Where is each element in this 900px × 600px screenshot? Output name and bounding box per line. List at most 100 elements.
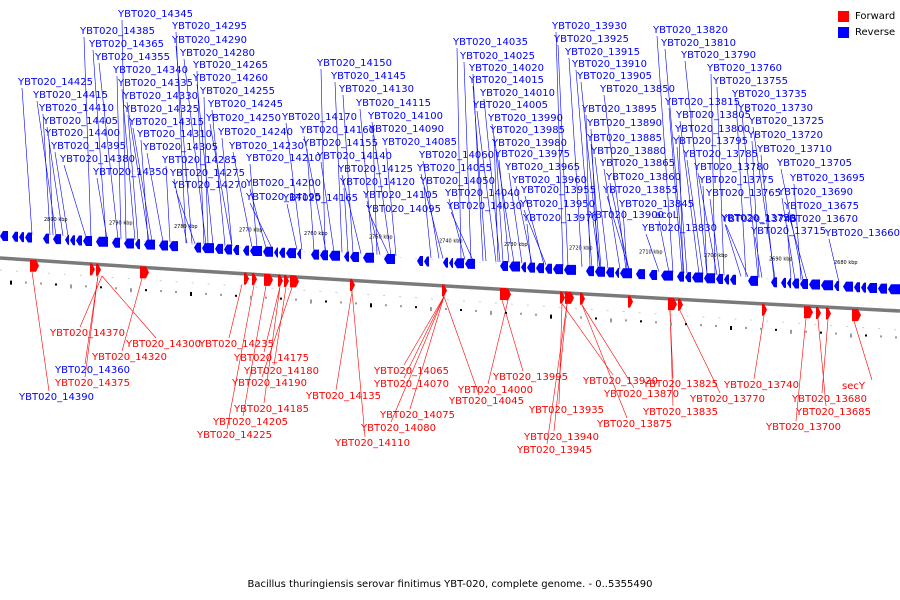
reverse-gene-arrow [649,269,657,280]
forward-gene-label: YBT020_13740 [723,380,799,391]
reverse-gene-arrow [867,283,877,294]
forward-gene-label: YBT020_14300 [125,339,201,350]
reverse-gene-arrow [677,271,684,282]
reverse-gene-label: YBT020_13795 [672,136,748,147]
feature-mark [205,292,207,295]
forward-leader-line [351,290,366,438]
reverse-gene-arrow [861,282,866,293]
reverse-leader-line [679,120,700,274]
forward-leader-line [795,318,807,422]
reverse-gene-label: YBT020_14015 [468,75,544,86]
reverse-leader-line [568,57,583,267]
reverse-leader-line [21,87,33,234]
reverse-leader-line [196,83,214,245]
reverse-leader-line [735,99,747,277]
reverse-leader-line [96,177,108,239]
reverse-leader-line [175,190,196,244]
forward-leader-line [390,296,445,423]
reverse-gene-label: YBT020_13860 [605,172,681,183]
reverse-gene-label: YBT020_14425 [17,77,93,88]
feature-mark [280,297,282,300]
reverse-leader-line [285,122,303,251]
reverse-gene-arrow [417,256,423,267]
feature-mark [805,330,807,333]
reverse-gene-arrow [748,275,758,286]
reverse-gene-label: YBT020_13905 [576,71,652,82]
reverse-gene-arrow [821,280,833,291]
reverse-gene-label: YBT020_13830 [641,223,717,234]
reverse-gene-label: YBT020_13815 [664,97,740,108]
reverse-leader-line [491,123,515,263]
reverse-leader-line [760,154,775,279]
reverse-gene-label: YBT020_13925 [553,34,629,45]
forward-leader-line [335,290,353,391]
reverse-leader-line [780,168,804,281]
reverse-gene-arrow [500,261,508,271]
reverse-gene-arrow [329,250,340,261]
feature-mark [835,332,837,335]
reverse-gene-label: YBT020_13960 [511,175,587,186]
forward-leader-line [101,275,157,339]
reverse-leader-line [456,47,462,260]
forward-gene-label: YBT020_13940 [523,432,599,443]
reverse-gene-arrow [509,261,520,272]
forward-gene-arrow [278,274,283,287]
forward-leader-line [263,286,281,353]
reverse-leader-line [221,137,233,246]
reverse-gene-label: YBT020_14100 [367,111,443,122]
reverse-gene-label: YBT020_14050 [419,176,495,187]
reverse-leader-line [448,198,466,260]
reverse-gene-arrow [834,281,839,292]
reverse-gene-label: YBT020_14120 [339,177,415,188]
reverse-leader-line [668,107,683,273]
reverse-leader-line [463,61,472,261]
feature-mark [565,315,567,318]
legend: Forward Reverse [838,8,895,40]
feature-mark [55,283,57,286]
reverse-gene-label: YBT020_14265 [192,60,268,71]
reverse-gene-label: YBT020_13985 [489,125,565,136]
reverse-leader-line [828,238,840,283]
feature-mark [520,312,522,315]
forward-gene-label: YBT020_13870 [603,389,679,400]
feature-mark [670,322,672,327]
reverse-gene-arrow [685,272,691,283]
reverse-gene-label: YBT020_13745 [721,214,797,225]
reverse-leader-line [320,161,335,253]
reverse-gene-label: YBT020_14150 [316,58,392,69]
reverse-gene-arrow [595,266,605,277]
reverse-gene-label: YBT020_14160 [299,125,375,136]
reverse-leader-line [92,49,107,239]
reverse-gene-arrow [76,235,82,246]
reverse-leader-line [249,188,267,249]
reverse-leader-line [422,160,440,259]
forward-gene-label: YBT020_13945 [516,445,592,456]
forward-gene-label: YBT020_13680 [791,394,867,405]
forward-gene-label: YBT020_14225 [196,430,272,441]
reverse-gene-arrow [449,257,453,268]
forward-gene-arrow [580,292,585,305]
forward-gene-label: YBT020_14370 [49,328,125,339]
feature-mark [895,336,897,339]
reverse-leader-line [656,35,674,273]
feature-mark [100,286,102,289]
forward-gene-label: YBT020_13685 [795,407,871,418]
reverse-gene-arrow [96,236,108,247]
forward-leader-line [79,275,103,328]
forward-gene-label: YBT020_14320 [91,352,167,363]
tick-label: 2760 kbp [304,231,328,237]
forward-leader-line [558,303,563,405]
forward-leader-line [853,321,873,381]
reverse-leader-line [63,164,87,238]
forward-leader-line [561,303,614,376]
reverse-gene-label: YBT020_14005 [472,100,548,111]
reverse-leader-line [385,147,397,256]
reverse-leader-line [476,110,497,262]
forward-gene-label: YBT020_14185 [233,404,309,415]
reverse-gene-label: acoL [655,210,679,221]
reverse-leader-line [724,223,742,277]
reverse-gene-label: YBT020_14340 [112,65,188,76]
reverse-gene-arrow [344,251,349,262]
feature-mark [880,335,882,338]
tick-label: 2730 kbp [504,242,528,248]
